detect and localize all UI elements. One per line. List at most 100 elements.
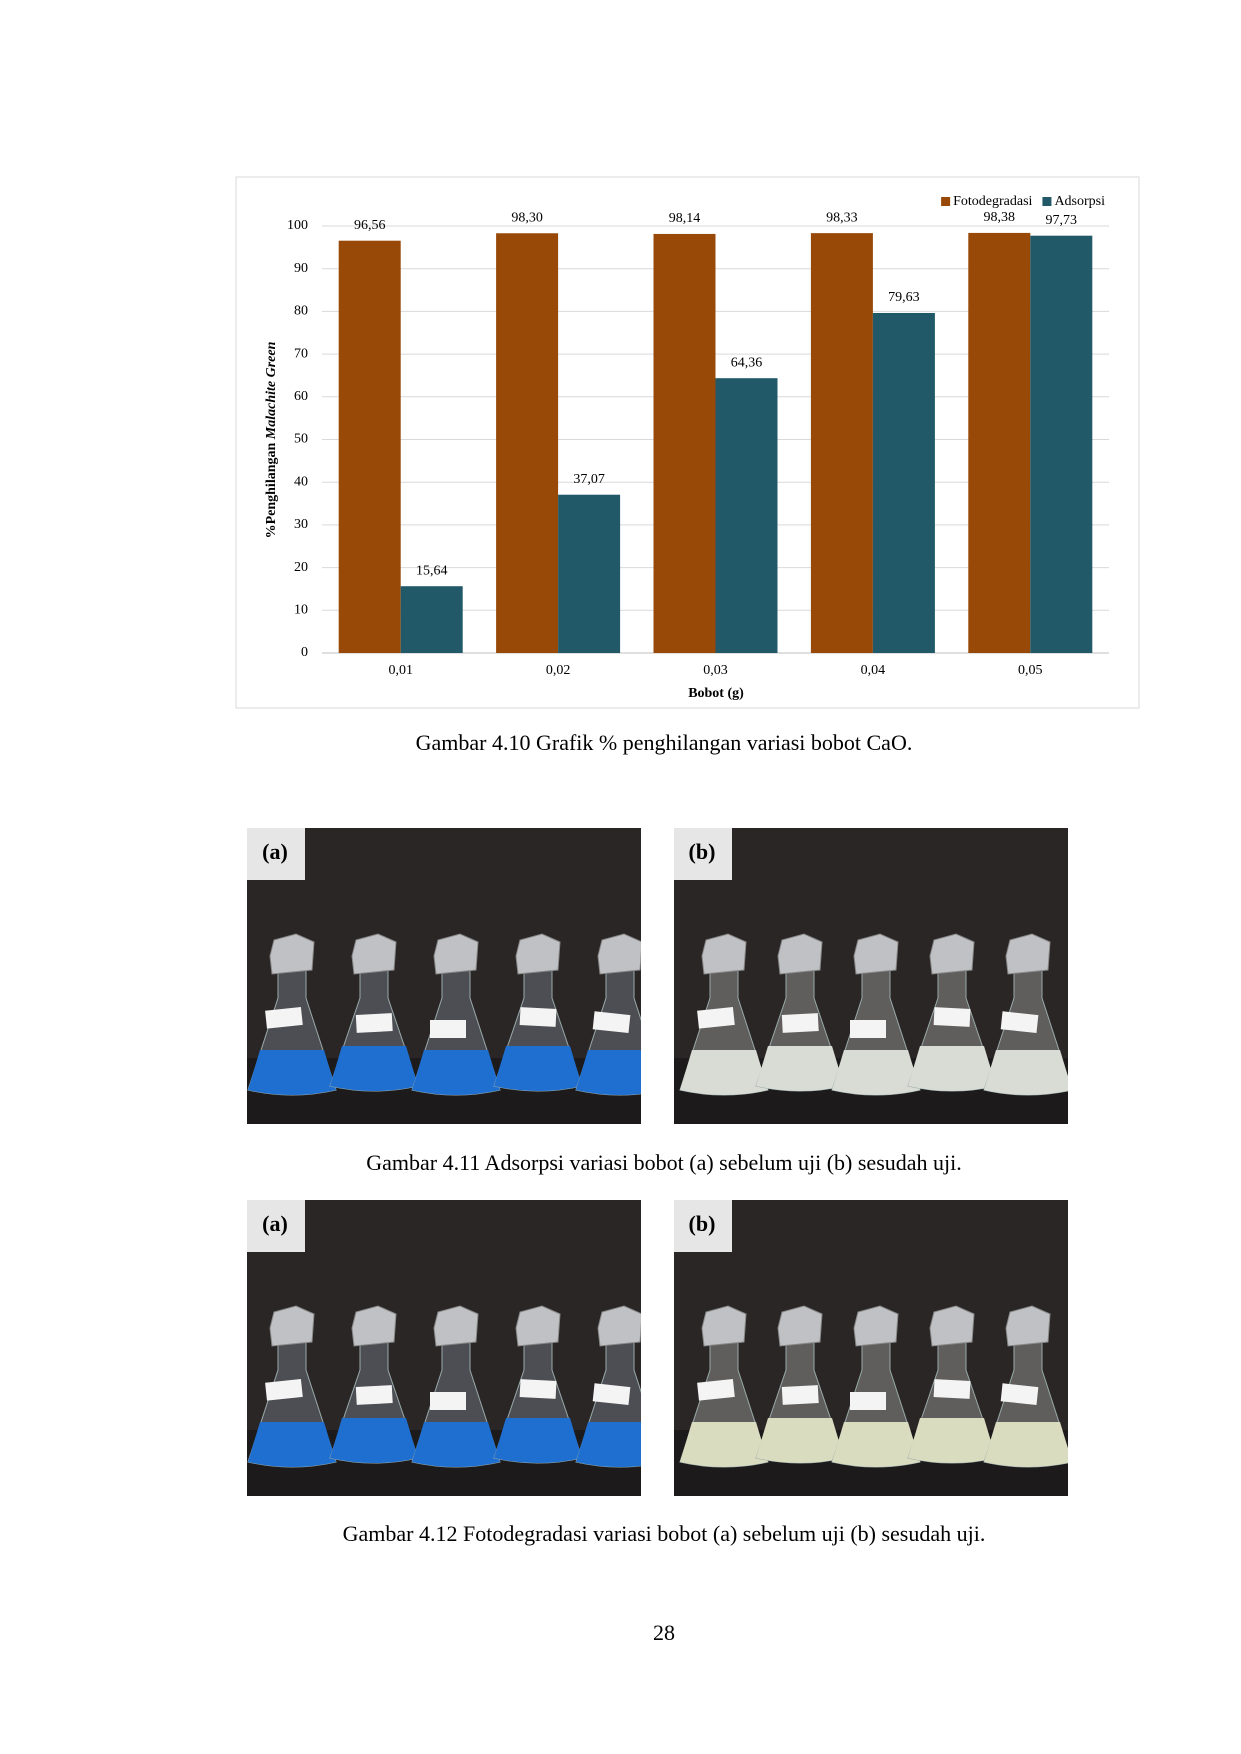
bar [810, 233, 873, 653]
flask-cap [701, 933, 747, 975]
flask-liquid [248, 1050, 336, 1095]
flask-tag [1000, 1011, 1039, 1033]
flask-tag [592, 1383, 631, 1405]
value-label: 98,30 [511, 210, 543, 225]
flask-tag [697, 1007, 735, 1029]
flask-cap [853, 1305, 899, 1347]
value-label: 64,36 [731, 355, 763, 370]
value-label: 15,64 [416, 563, 448, 578]
flask-liquid [756, 1046, 844, 1091]
flask-liquid [908, 1418, 996, 1463]
photo [247, 1200, 641, 1496]
flask-liquid [576, 1422, 641, 1467]
x-tick-label: 0,04 [861, 663, 886, 678]
flask-cap [929, 933, 975, 975]
caption: Gambar 4.11 Adsorpsi variasi bobot (a) s… [366, 1150, 962, 1175]
flask-tag [850, 1392, 886, 1410]
flask-liquid [330, 1046, 418, 1091]
panel-tag-bg [247, 1200, 305, 1252]
flask-tag [933, 1007, 971, 1027]
panel-label: (a) [262, 1211, 288, 1236]
value-label: 96,56 [354, 218, 386, 233]
flask-tag [850, 1020, 886, 1038]
x-tick-label: 0,01 [388, 663, 413, 678]
flask-liquid [412, 1050, 500, 1095]
x-tick-label: 0,02 [546, 663, 571, 678]
flask-cap [433, 1305, 479, 1347]
y-tick-label: 40 [294, 474, 308, 489]
flask-liquid [680, 1422, 768, 1467]
value-label: 79,63 [888, 290, 920, 305]
flask-cap [515, 1305, 561, 1347]
flask-cap [1005, 1305, 1051, 1347]
y-tick-label: 80 [294, 304, 308, 319]
page-number: 28 [653, 1620, 675, 1645]
flask-liquid [832, 1422, 920, 1467]
flask-tag [781, 1385, 819, 1405]
bar [558, 494, 621, 653]
flask-cap [351, 933, 397, 975]
bar [715, 378, 778, 653]
y-tick-label: 70 [294, 346, 308, 361]
value-label: 98,38 [984, 210, 1016, 225]
legend-label: Adsorpsi [1054, 194, 1105, 209]
flask-liquid [494, 1418, 582, 1463]
y-tick-label: 30 [294, 517, 308, 532]
flask-cap [777, 1305, 823, 1347]
flask-tag [430, 1392, 466, 1410]
flask-tag [933, 1379, 971, 1399]
flask-tag [355, 1385, 393, 1405]
flask-cap [269, 933, 315, 975]
legend-swatch [1042, 197, 1052, 206]
flask-cap [351, 1305, 397, 1347]
flask-cap [597, 933, 641, 975]
photo [674, 1200, 1068, 1496]
x-axis-label: Bobot (g) [688, 686, 744, 701]
photo [674, 828, 1068, 1124]
flask-liquid [680, 1050, 768, 1095]
flask-tag [592, 1011, 631, 1033]
flask-liquid [494, 1046, 582, 1091]
panel-tag-bg [247, 828, 305, 880]
flask-tag [781, 1013, 819, 1033]
y-tick-label: 10 [294, 603, 308, 618]
panel-tag-bg [674, 828, 732, 880]
y-label-main: %Penghilangan [264, 439, 279, 538]
flask-tag [519, 1007, 557, 1027]
bar [1030, 235, 1093, 653]
bar [496, 233, 559, 653]
y-tick-label: 20 [294, 560, 308, 575]
value-label: 37,07 [573, 472, 605, 487]
flask-cap [269, 1305, 315, 1347]
caption: Gambar 4.10 Grafik % penghilangan varias… [416, 730, 913, 755]
y-tick-label: 0 [301, 645, 308, 660]
value-label: 97,73 [1046, 213, 1078, 228]
flask-liquid [984, 1422, 1068, 1467]
flask-tag [265, 1007, 303, 1029]
flask-cap [701, 1305, 747, 1347]
flask-tag [430, 1020, 466, 1038]
bar [338, 240, 401, 654]
flask-cap [777, 933, 823, 975]
value-label: 98,33 [826, 210, 858, 225]
panel-label: (a) [262, 839, 288, 864]
flask-tag [265, 1379, 303, 1401]
bar [968, 232, 1031, 653]
flask-liquid [832, 1050, 920, 1095]
bar [653, 233, 716, 653]
panel-tag-bg [674, 1200, 732, 1252]
flask-tag [1000, 1383, 1039, 1405]
panel-label: (b) [689, 839, 716, 864]
flask-cap [1005, 933, 1051, 975]
flask-tag [697, 1379, 735, 1401]
bar [400, 586, 463, 653]
y-tick-label: 100 [287, 218, 308, 233]
legend-swatch [941, 197, 951, 206]
photo [247, 828, 641, 1124]
flask-liquid [330, 1418, 418, 1463]
value-label: 98,14 [669, 211, 701, 226]
panel-label: (b) [689, 1211, 716, 1236]
bar [872, 312, 935, 653]
flask-liquid [908, 1046, 996, 1091]
